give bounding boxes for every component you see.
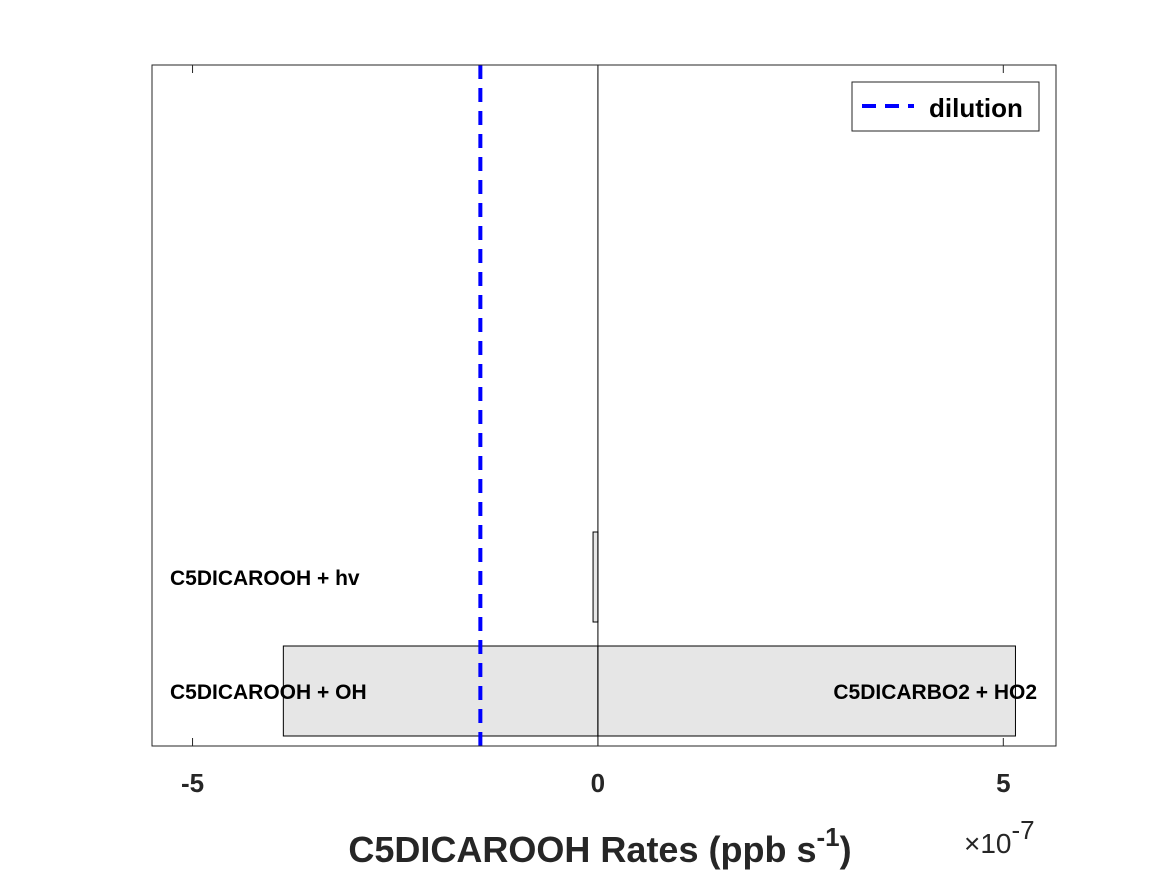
x-ticks-group: -5 0 5 bbox=[181, 65, 1011, 798]
axes-box bbox=[151, 64, 1057, 747]
bar-segment bbox=[282, 645, 599, 737]
legend-label-dilution: dilution bbox=[929, 93, 1023, 123]
bar-labels-group: C5DICAROOH + OH C5DICARBO2 + HO2 C5DICAROO… bbox=[170, 567, 1037, 704]
bar-segment bbox=[597, 645, 1016, 737]
plot-area bbox=[152, 65, 1056, 746]
legend-box bbox=[851, 81, 1040, 132]
x-axis-label: C5DICAROOH Rates (ppb s-1) bbox=[348, 822, 851, 870]
bar-right-label: C5DICARBO2 + HO2 bbox=[833, 681, 1037, 704]
x-tick-label: -5 bbox=[181, 768, 204, 798]
bars-group bbox=[282, 531, 1016, 737]
legend: dilution bbox=[851, 81, 1040, 132]
x-tick-label: 5 bbox=[996, 768, 1010, 798]
x-axis-exponent: ×10-7 bbox=[964, 815, 1035, 859]
bar-left-label: C5DICAROOH + hv bbox=[170, 567, 360, 590]
bar-left-label: C5DICAROOH + OH bbox=[170, 681, 367, 704]
x-tick-label: 0 bbox=[591, 768, 605, 798]
bar-segment bbox=[592, 531, 599, 623]
